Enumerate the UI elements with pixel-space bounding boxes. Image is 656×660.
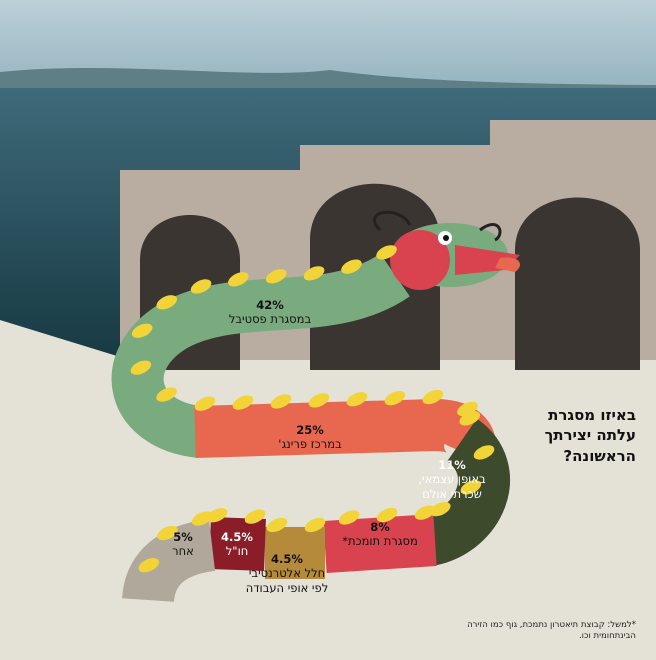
spike: [270, 394, 292, 409]
spike: [130, 360, 152, 375]
spike: [304, 517, 326, 533]
spike: [138, 558, 160, 573]
segment-label: 25% במרכז פרינג': [255, 423, 365, 452]
segment: [323, 514, 437, 573]
spike: [156, 387, 177, 402]
category-label: במסגרת פסטיבל: [228, 312, 312, 327]
segment-label: 5% אחר: [158, 530, 208, 559]
spike: [244, 509, 266, 524]
spike: [303, 266, 325, 281]
spike: [460, 480, 482, 495]
spike: [308, 393, 330, 408]
spike: [232, 395, 254, 410]
spike: [473, 445, 495, 460]
segment: [422, 418, 510, 566]
segment-label: 11% באופן עצמאי, שכרתי אולם: [412, 458, 492, 501]
floor: [0, 320, 656, 660]
segment-label: 4.5% חלל אלטרנטיבי לפי אופי העבודה: [242, 552, 332, 595]
spike: [228, 272, 249, 287]
segment: [111, 252, 410, 458]
spike: [194, 396, 216, 411]
spike: [346, 392, 368, 407]
value-label: 11%: [438, 458, 466, 472]
spike: [422, 389, 444, 405]
value-label: 4.5%: [271, 552, 303, 566]
dragon-head: [373, 210, 520, 290]
category-label: מסגרת תומכת*: [342, 534, 418, 549]
spike: [191, 511, 213, 526]
spike: [376, 245, 397, 260]
spike: [430, 501, 451, 517]
chart-title: באיזו מסגרת עלתה יצירתך הראשונה?: [544, 406, 636, 465]
dragon-body: [111, 252, 510, 604]
category-label: אחר: [172, 544, 194, 559]
value-label: 25%: [296, 423, 324, 437]
spike: [131, 323, 153, 338]
category-label: באופן עצמאי, שכרתי אולם: [418, 472, 486, 501]
arch: [515, 197, 640, 370]
segment: [122, 519, 216, 604]
value-label: 42%: [256, 298, 284, 312]
segment-label: 42% במסגרת פסטיבל: [215, 298, 325, 327]
category-label: במרכז פרינג': [278, 437, 342, 452]
segment-label: 4.5% חו"ל: [212, 530, 262, 559]
spike: [338, 510, 360, 525]
segment-label: 8% מסגרת תומכת*: [330, 520, 430, 549]
segment: [209, 517, 266, 571]
spike: [157, 525, 178, 541]
coast: [0, 68, 656, 92]
category-label: חלל אלטרנטיבי לפי אופי העבודה: [245, 566, 329, 595]
footnote: *למשל: קבוצת תיאטרון נתמכת, גוף כמו הזיר…: [467, 620, 636, 642]
spike: [265, 269, 287, 284]
value-label: 5%: [173, 530, 193, 544]
spike: [459, 411, 480, 426]
spike: [414, 505, 436, 520]
spike: [384, 391, 406, 406]
spike: [266, 517, 288, 533]
spike: [190, 279, 212, 294]
value-label: 4.5%: [221, 530, 253, 544]
spike: [156, 295, 178, 310]
value-label: 8%: [370, 520, 390, 534]
spike: [206, 508, 228, 523]
spikes: [130, 245, 495, 573]
spike: [341, 259, 362, 274]
spike: [376, 507, 398, 523]
category-label: חו"ל: [225, 544, 249, 559]
